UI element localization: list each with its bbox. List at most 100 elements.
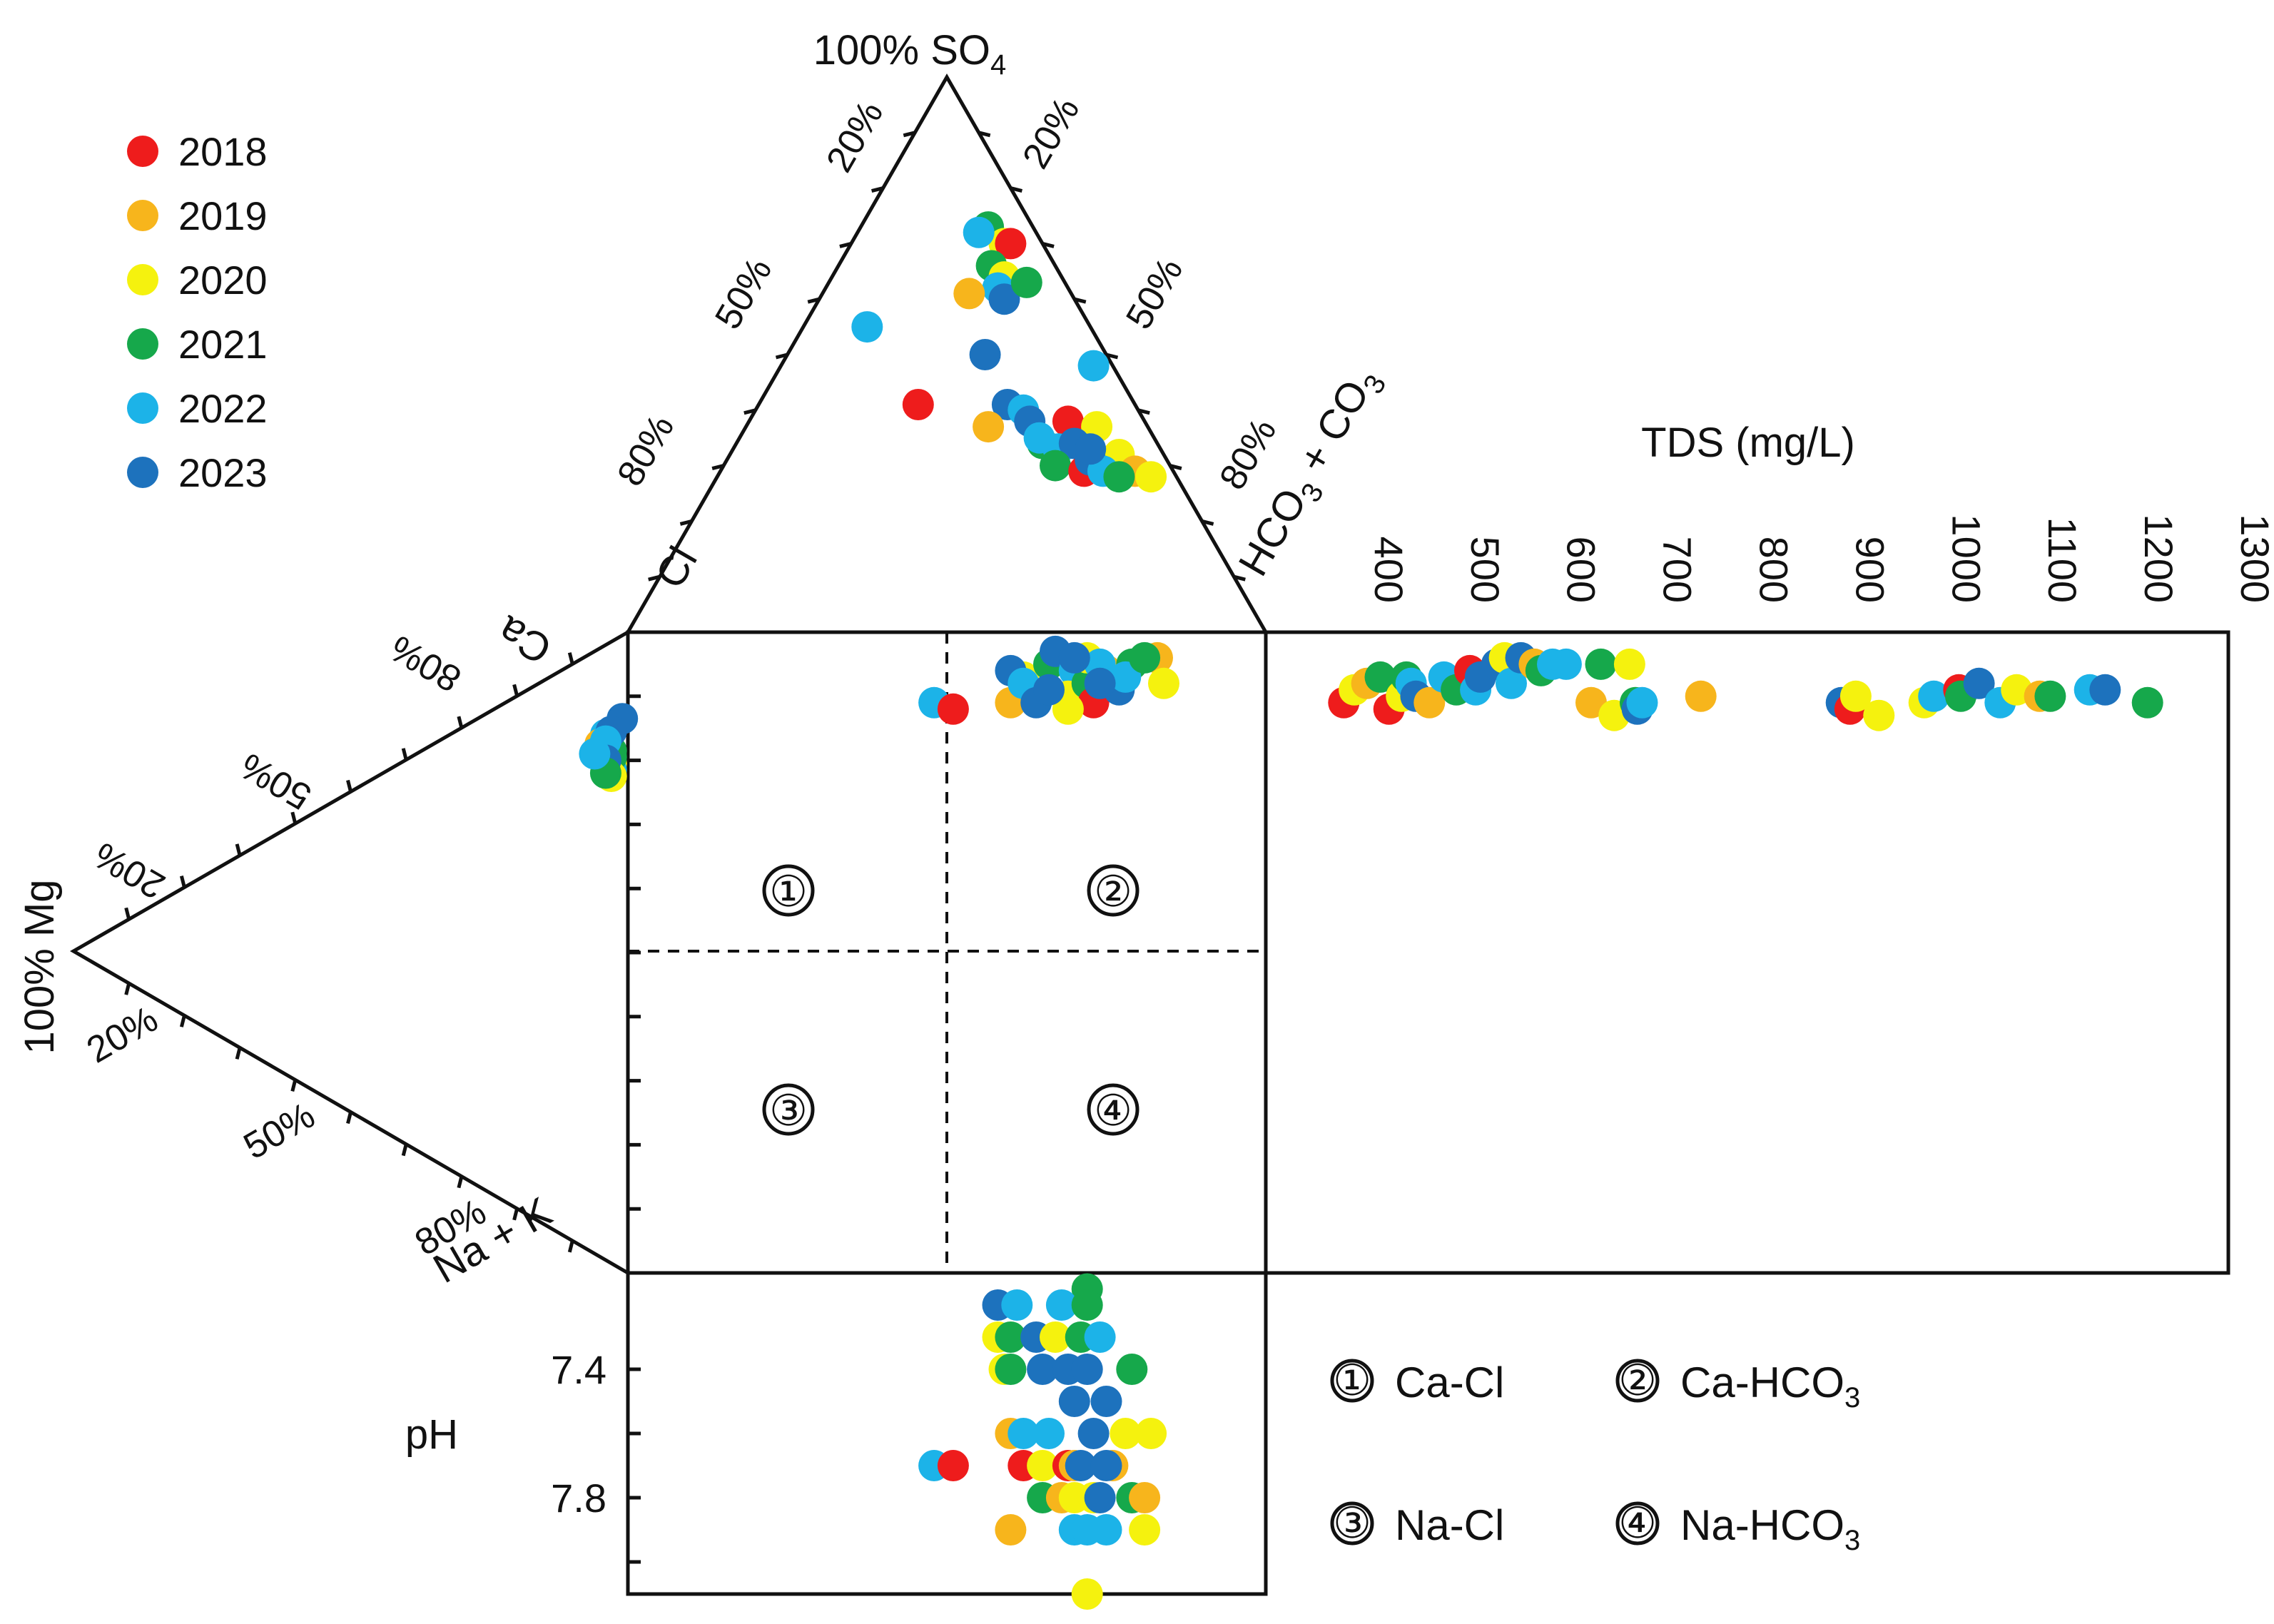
legend: 2018 2019 2020 2021 2022 2023 bbox=[127, 129, 268, 495]
anion-point bbox=[1010, 266, 1042, 298]
ph-point bbox=[1033, 1418, 1065, 1449]
tick-mark bbox=[457, 1176, 464, 1189]
data-points bbox=[579, 211, 2163, 1610]
cation-top-tick-80: 80% bbox=[383, 627, 468, 700]
cation-top-tick-20: 20% bbox=[87, 834, 172, 907]
cation-point bbox=[579, 738, 611, 770]
tick-mark bbox=[401, 748, 408, 761]
diamond-point bbox=[1084, 667, 1116, 699]
tds-tick-label: 500 bbox=[1463, 537, 1508, 603]
diamond-point bbox=[1058, 641, 1090, 674]
tds-point bbox=[1496, 667, 1527, 699]
svg-text:②: ② bbox=[1094, 868, 1132, 915]
legend-marker bbox=[127, 328, 158, 360]
tick-mark bbox=[743, 408, 756, 415]
tick-mark bbox=[512, 684, 519, 697]
tick-mark bbox=[1010, 186, 1023, 193]
svg-text:②: ② bbox=[1618, 1356, 1657, 1404]
legend-label: 2020 bbox=[178, 258, 268, 303]
ph-point bbox=[1084, 1321, 1116, 1353]
tds-point bbox=[1963, 667, 1995, 699]
tick-mark bbox=[290, 1079, 298, 1092]
cation-triangle-frame bbox=[70, 630, 629, 1275]
tick-marks bbox=[124, 131, 1246, 1253]
tds-point bbox=[1364, 661, 1396, 693]
ph-point bbox=[995, 1514, 1027, 1546]
ph-point bbox=[1027, 1354, 1059, 1385]
ph-point bbox=[1116, 1354, 1148, 1385]
ph-point bbox=[1129, 1514, 1161, 1546]
tick-mark bbox=[1074, 297, 1087, 304]
svg-text:Na-HCO3: Na-HCO3 bbox=[1680, 1501, 1860, 1556]
tds-tick-labels: 400 500 600 700 800 900 1000 1100 1200 1300 bbox=[1366, 514, 2274, 603]
tds-tick-label: 400 bbox=[1366, 537, 1411, 603]
anion-point bbox=[988, 283, 1020, 315]
anion-point bbox=[1077, 350, 1110, 382]
tick-mark bbox=[648, 574, 661, 582]
svg-text:①: ① bbox=[1333, 1356, 1371, 1404]
cation-bottom-tick-20: 20% bbox=[80, 998, 165, 1071]
anion-point bbox=[1040, 450, 1071, 482]
ph-tick-labels: 7.4 7.8 bbox=[551, 1347, 641, 1564]
svg-text:④: ④ bbox=[1094, 1087, 1132, 1135]
anion-point bbox=[973, 411, 1005, 443]
tds-tick-label: 1000 bbox=[1944, 514, 1989, 603]
ph-point bbox=[1071, 1289, 1103, 1321]
legend-label: 2018 bbox=[178, 129, 268, 174]
anion-point bbox=[851, 311, 883, 343]
tick-mark bbox=[179, 1015, 186, 1027]
tick-mark bbox=[1137, 408, 1150, 415]
anion-point bbox=[1135, 461, 1167, 493]
tick-mark bbox=[235, 843, 242, 856]
diamond-region-markers: ① ② ③ ④ bbox=[762, 864, 1139, 1136]
ph-point bbox=[995, 1354, 1027, 1385]
tick-mark bbox=[567, 1240, 574, 1253]
region-marker-1: ① bbox=[762, 864, 815, 917]
tick-mark bbox=[346, 779, 352, 793]
tds-tick-label: 1200 bbox=[2136, 514, 2181, 603]
svg-text:Na-Cl: Na-Cl bbox=[1395, 1501, 1504, 1549]
cation-top-tick-50: 50% bbox=[233, 745, 318, 818]
diamond-point bbox=[1052, 693, 1084, 725]
svg-text:Ca-HCO3: Ca-HCO3 bbox=[1680, 1359, 1860, 1414]
tick-mark bbox=[839, 241, 852, 248]
tick-mark bbox=[457, 716, 464, 729]
tds-tick-label: 900 bbox=[1847, 537, 1892, 603]
ca-axis-label: Ca bbox=[489, 607, 559, 674]
tick-mark bbox=[711, 464, 724, 471]
tds-point bbox=[2089, 674, 2121, 706]
anion-point bbox=[902, 389, 934, 420]
diamond-point bbox=[1129, 641, 1161, 674]
anion-left-tick-80: 80% bbox=[609, 408, 682, 493]
ph-point bbox=[1135, 1418, 1167, 1449]
svg-text:①: ① bbox=[769, 868, 808, 915]
legend-label: 2022 bbox=[178, 386, 268, 431]
tds-tick-label: 1300 bbox=[2233, 514, 2274, 603]
ph-tick-label: 7.8 bbox=[551, 1476, 606, 1521]
diamond-point bbox=[1148, 667, 1179, 699]
ph-tick-label: 7.4 bbox=[551, 1347, 606, 1392]
tick-mark bbox=[978, 131, 991, 138]
region-marker-4: ④ bbox=[1087, 1083, 1139, 1136]
ph-point bbox=[1058, 1386, 1090, 1417]
type-key: ① Ca-Cl ② Ca-HCO3 ③ Na-Cl ④ Na-HCO3 bbox=[1330, 1356, 1860, 1556]
ph-point bbox=[1110, 1418, 1142, 1449]
so4-apex-label: 100% SO4 bbox=[813, 27, 1007, 81]
ph-point bbox=[1090, 1450, 1122, 1481]
diamond-point bbox=[1033, 674, 1065, 706]
ph-point bbox=[1001, 1289, 1033, 1321]
ph-point bbox=[1090, 1386, 1122, 1417]
legend-marker bbox=[127, 200, 158, 231]
ph-point bbox=[1040, 1321, 1071, 1353]
tds-point bbox=[1863, 699, 1895, 731]
tds-tick-label: 600 bbox=[1559, 537, 1604, 603]
diamond-point bbox=[1110, 661, 1142, 693]
svg-text:③: ③ bbox=[1333, 1499, 1371, 1547]
legend-marker bbox=[127, 392, 158, 424]
tick-mark bbox=[290, 811, 298, 824]
tick-mark bbox=[567, 652, 574, 665]
tds-point bbox=[2131, 686, 2163, 719]
tds-point bbox=[1626, 686, 1658, 719]
tick-mark bbox=[124, 907, 131, 920]
tick-mark bbox=[807, 297, 820, 304]
